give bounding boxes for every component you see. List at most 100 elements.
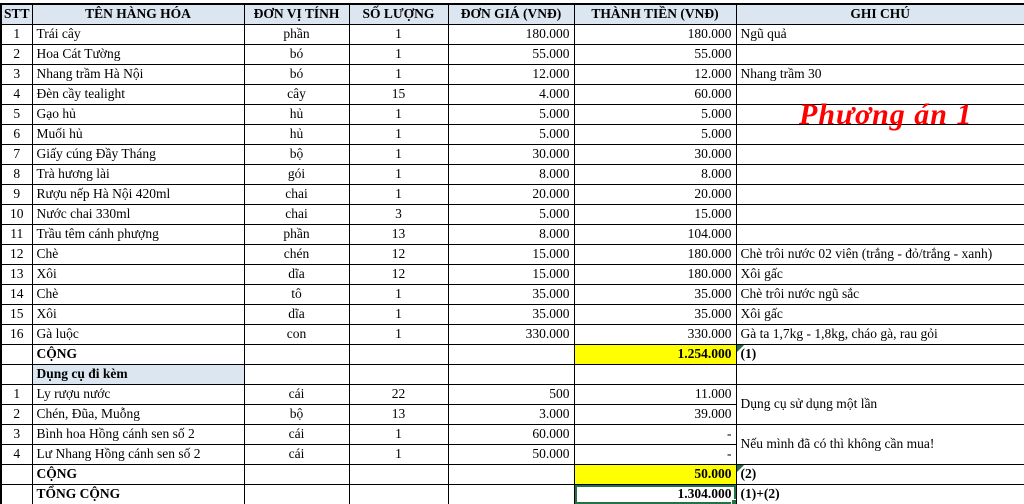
cell-unit-price[interactable]: 3.000 [447, 404, 575, 425]
cell-empty[interactable] [243, 364, 350, 385]
cell-note[interactable] [735, 184, 1024, 205]
cell-empty[interactable] [243, 484, 350, 504]
cell-qty[interactable]: 1 [348, 444, 449, 465]
cell-empty[interactable] [447, 484, 575, 504]
sum-note-cell[interactable]: (1) [735, 344, 1024, 365]
cell-qty[interactable]: 13 [348, 404, 449, 425]
grand-label-cell[interactable]: TỔNG CỘNG [31, 484, 245, 504]
cell-item-name[interactable]: Xôi [31, 264, 245, 285]
cell-stt[interactable]: 9 [0, 184, 33, 205]
cell-unit[interactable]: hủ [243, 124, 350, 145]
cell-qty[interactable]: 1 [348, 304, 449, 325]
cell-item-name[interactable]: Đèn cầy tealight [31, 84, 245, 105]
cell-unit[interactable]: con [243, 324, 350, 345]
cell-stt[interactable]: 4 [0, 84, 33, 105]
cell-note[interactable]: Nhang trầm 30 [735, 64, 1024, 85]
cell-total[interactable]: 55.000 [573, 44, 737, 65]
cell-qty[interactable]: 3 [348, 204, 449, 225]
cell-qty[interactable]: 1 [348, 144, 449, 165]
annotation-text-box[interactable]: Phương án 1 [799, 98, 973, 131]
cell-empty[interactable] [735, 364, 1024, 385]
cell-item-name[interactable]: Ly rượu nước [31, 384, 245, 405]
cell-empty[interactable] [243, 464, 350, 485]
cell-qty[interactable]: 1 [348, 164, 449, 185]
cell-total[interactable]: 20.000 [573, 184, 737, 205]
sum-label-cell[interactable]: CỘNG [31, 344, 245, 365]
cell-unit-price[interactable]: 30.000 [447, 144, 575, 165]
cell-total[interactable]: 104.000 [573, 224, 737, 245]
cell-total[interactable]: 180.000 [573, 24, 737, 45]
cell-item-name[interactable]: Gạo hủ [31, 104, 245, 125]
cell-item-name[interactable]: Rượu nếp Hà Nội 420ml [31, 184, 245, 205]
col-header-unit-price[interactable]: ĐƠN GIÁ (VNĐ) [447, 3, 575, 25]
cell-total[interactable]: 12.000 [573, 64, 737, 85]
cell-total[interactable]: 30.000 [573, 144, 737, 165]
cell-empty[interactable] [348, 344, 449, 365]
cell-stt[interactable]: 1 [0, 24, 33, 45]
cell-unit-price[interactable]: 35.000 [447, 284, 575, 305]
cell-note[interactable]: Ngũ quả [735, 24, 1024, 45]
cell-item-name[interactable]: Lư Nhang Hồng cánh sen số 2 [31, 444, 245, 465]
cell-stt[interactable]: 8 [0, 164, 33, 185]
cell-unit[interactable]: cây [243, 84, 350, 105]
cell-note[interactable]: Chè trôi nước 02 viên (trắng - đỏ/trắng … [735, 244, 1024, 265]
cell-total[interactable]: 5.000 [573, 104, 737, 125]
cell-item-name[interactable]: Nhang trầm Hà Nội [31, 64, 245, 85]
grand-note-cell[interactable]: (1)+(2) [735, 484, 1024, 504]
cell-note[interactable]: Dụng cụ sử dụng một lần [735, 384, 1024, 425]
cell-stt[interactable]: 12 [0, 244, 33, 265]
cell-unit-price[interactable]: 15.000 [447, 244, 575, 265]
col-header-note[interactable]: GHI CHÚ [735, 3, 1024, 25]
cell-unit[interactable]: cái [243, 384, 350, 405]
cell-stt[interactable]: 6 [0, 124, 33, 145]
col-header-qty[interactable]: SỐ LƯỢNG [348, 3, 449, 25]
cell-note[interactable]: Xôi gấc [735, 264, 1024, 285]
cell-item-name[interactable]: Trầu têm cánh phượng [31, 224, 245, 245]
cell-unit-price[interactable]: 15.000 [447, 264, 575, 285]
cell-unit[interactable]: chai [243, 204, 350, 225]
cell-total[interactable]: 35.000 [573, 304, 737, 325]
cell-item-name[interactable]: Giấy cúng Đầy Tháng [31, 144, 245, 165]
cell-item-name[interactable]: Trái cây [31, 24, 245, 45]
cell-unit[interactable]: phần [243, 224, 350, 245]
cell-total[interactable]: - [573, 424, 737, 445]
cell-unit-price[interactable]: 180.000 [447, 24, 575, 45]
cell-empty[interactable] [348, 464, 449, 485]
cell-qty[interactable]: 1 [348, 44, 449, 65]
cell-note[interactable] [735, 204, 1024, 225]
cell-unit[interactable]: tô [243, 284, 350, 305]
cell-empty[interactable] [348, 364, 449, 385]
cell-unit-price[interactable]: 5.000 [447, 104, 575, 125]
cell-note[interactable]: Chè trôi nước ngũ sắc [735, 284, 1024, 305]
cell-item-name[interactable]: Xôi [31, 304, 245, 325]
cell-stt[interactable]: 13 [0, 264, 33, 285]
cell-unit-price[interactable]: 500 [447, 384, 575, 405]
cell-empty[interactable] [243, 344, 350, 365]
cell-item-name[interactable]: Chén, Đũa, Muỗng [31, 404, 245, 425]
cell-stt[interactable]: 16 [0, 324, 33, 345]
cell-unit[interactable]: bộ [243, 404, 350, 425]
cell-unit-price[interactable]: 12.000 [447, 64, 575, 85]
cell-qty[interactable]: 1 [348, 64, 449, 85]
cell-empty[interactable] [0, 344, 33, 365]
cell-note[interactable] [735, 224, 1024, 245]
cell-total[interactable]: 180.000 [573, 244, 737, 265]
cell-unit-price[interactable]: 8.000 [447, 224, 575, 245]
cell-unit[interactable]: gói [243, 164, 350, 185]
cell-note[interactable]: Nếu mình đã có thì không cần mua! [735, 424, 1024, 465]
cell-qty[interactable]: 1 [348, 124, 449, 145]
cell-total[interactable]: 11.000 [573, 384, 737, 405]
cell-qty[interactable]: 12 [348, 244, 449, 265]
cell-empty[interactable] [0, 364, 33, 385]
cell-stt[interactable]: 3 [0, 424, 33, 445]
cell-total[interactable]: 15.000 [573, 204, 737, 225]
cell-unit[interactable]: phần [243, 24, 350, 45]
cell-total[interactable]: 35.000 [573, 284, 737, 305]
cell-stt[interactable]: 15 [0, 304, 33, 325]
cell-unit[interactable]: bó [243, 64, 350, 85]
cell-total[interactable]: 8.000 [573, 164, 737, 185]
sum-total-cell[interactable]: 1.254.000 [573, 344, 737, 365]
cell-unit-price[interactable]: 5.000 [447, 124, 575, 145]
cell-empty[interactable] [348, 484, 449, 504]
cell-stt[interactable]: 7 [0, 144, 33, 165]
